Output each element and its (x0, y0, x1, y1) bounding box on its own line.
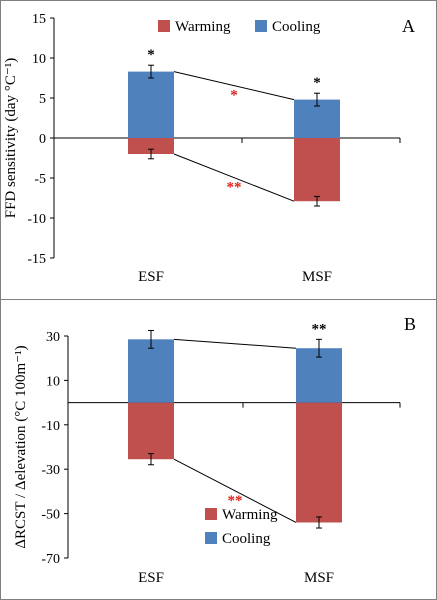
connector-significance: * (230, 88, 238, 104)
y-tick-label: -15 (27, 252, 46, 267)
legend-label-cooling: Cooling (272, 19, 321, 35)
category-label: MSF (302, 269, 332, 285)
panel-b: -70 -50 -30 -10 10 30 ** ** ESF MSF ΔRCST / Δeleva… (13, 314, 416, 586)
bar-warming-esf (128, 402, 174, 460)
legend-swatch-cooling (205, 532, 217, 544)
legend-label-cooling: Cooling (222, 531, 271, 547)
y-tick-label: -10 (27, 212, 46, 227)
legend-label-warming: Warming (222, 507, 278, 523)
legend-swatch-warming (205, 508, 217, 520)
category-label: ESF (138, 269, 164, 285)
y-tick-label: 5 (39, 92, 46, 107)
bar-warming-msf (296, 402, 342, 523)
y-tick-label: 30 (46, 330, 60, 345)
y-tick-label: 0 (39, 132, 46, 147)
connector-cooling (173, 71, 295, 101)
category-label: ESF (138, 570, 164, 586)
y-tick-label: 10 (32, 52, 46, 67)
legend-swatch-warming (158, 20, 170, 32)
legend: Warming Cooling (158, 19, 321, 35)
connector-cooling (173, 338, 297, 349)
bar-significance: ** (312, 321, 327, 337)
bar-significance: * (313, 75, 321, 91)
y-tick-label: -70 (41, 552, 60, 567)
connector-significance: ** (228, 493, 243, 509)
panel-label: B (404, 314, 416, 334)
bar-significance: * (147, 47, 155, 63)
y-tick-label: 10 (46, 374, 60, 389)
panel-label: A (402, 16, 415, 36)
bar-warming-esf (128, 138, 174, 154)
legend: Warming Cooling (205, 507, 278, 547)
y-tick-label: -30 (41, 463, 60, 478)
bar-cooling-esf (128, 339, 174, 403)
connector-warming (173, 153, 295, 202)
legend-label-warming: Warming (175, 19, 231, 35)
bar-warming-msf (294, 138, 340, 202)
category-label: MSF (304, 570, 334, 586)
y-axis-label: ΔRCST / Δelevation (°C 100m⁻¹) (13, 345, 29, 548)
bar-cooling-esf (128, 71, 174, 138)
y-tick-label: -5 (34, 172, 46, 187)
y-axis-label: FFD sensitivity (day °C⁻¹) (3, 58, 19, 219)
legend-swatch-cooling (255, 20, 267, 32)
y-tick-label: 15 (32, 12, 46, 27)
connector-significance: ** (227, 180, 242, 196)
y-tick-label: -50 (41, 508, 60, 523)
y-tick-label: -10 (41, 419, 60, 434)
connector-warming (173, 458, 297, 523)
